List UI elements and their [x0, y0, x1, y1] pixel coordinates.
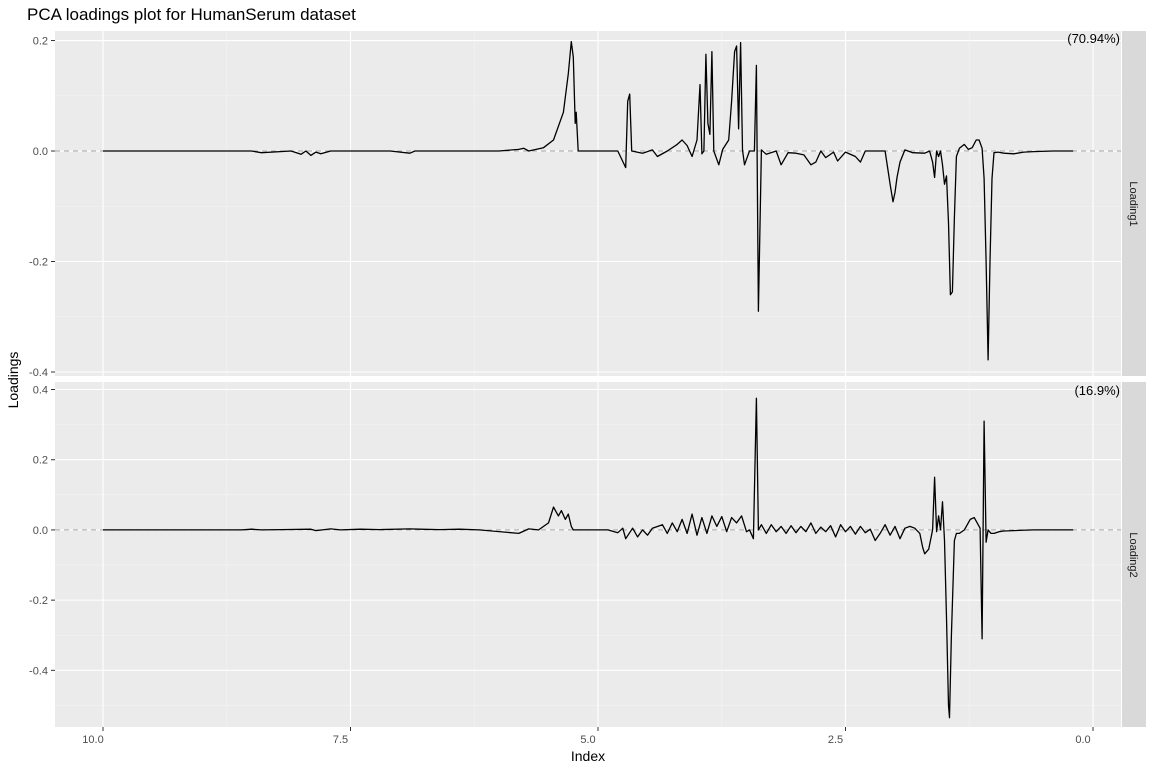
- x-tick-label: 7.5: [333, 734, 348, 746]
- panel-loading2: 0.4 0.2 0.0 -0.2 -0.4 Loading2 (16.9%): [29, 382, 1146, 727]
- panel-loading1: 0.2 0.0 -0.2 -0.4 Loading1 (70.94%): [29, 31, 1146, 379]
- y-tick-label: 0.2: [33, 455, 48, 467]
- x-tick-label: 0.0: [1075, 734, 1090, 746]
- panel-loading1-y-ticks: 0.2 0.0 -0.2 -0.4: [29, 36, 55, 379]
- x-axis-ticks: 10.0 7.5 5.0 2.5 0.0: [82, 727, 1094, 746]
- x-axis-title: Index: [571, 748, 605, 764]
- y-tick-label: -0.2: [29, 595, 48, 607]
- y-tick-label: -0.2: [29, 257, 48, 269]
- x-tick-label: 10.0: [82, 734, 103, 746]
- panel-loading2-background: [55, 382, 1121, 727]
- strip-label-loading2: Loading2: [1127, 532, 1139, 577]
- strip-loading1: [1122, 31, 1146, 376]
- y-tick-label: 0.2: [33, 36, 48, 48]
- y-tick-label: 0.0: [33, 146, 48, 158]
- strip-label-loading1: Loading1: [1127, 181, 1139, 226]
- y-axis-title: Loadings: [5, 352, 21, 409]
- panel-loading2-loading-series-line: [103, 397, 1074, 719]
- chart-title: PCA loadings plot for HumanSerum dataset: [27, 5, 356, 24]
- variance-label-loading1: (70.94%): [1067, 31, 1120, 46]
- y-tick-label: 0.4: [33, 385, 48, 397]
- panel-loading1-loading-series-line: [103, 40, 1074, 361]
- panel-loading1-background: [55, 31, 1121, 376]
- strip-loading2: [1122, 382, 1146, 727]
- y-tick-label: -0.4: [29, 367, 48, 379]
- variance-label-loading2: (16.9%): [1074, 383, 1120, 398]
- y-tick-label: -0.4: [29, 665, 48, 677]
- x-tick-label: 5.0: [580, 734, 595, 746]
- y-tick-label: 0.0: [33, 525, 48, 537]
- x-tick-label: 2.5: [828, 734, 843, 746]
- panel-loading2-y-ticks: 0.4 0.2 0.0 -0.2 -0.4: [29, 385, 55, 677]
